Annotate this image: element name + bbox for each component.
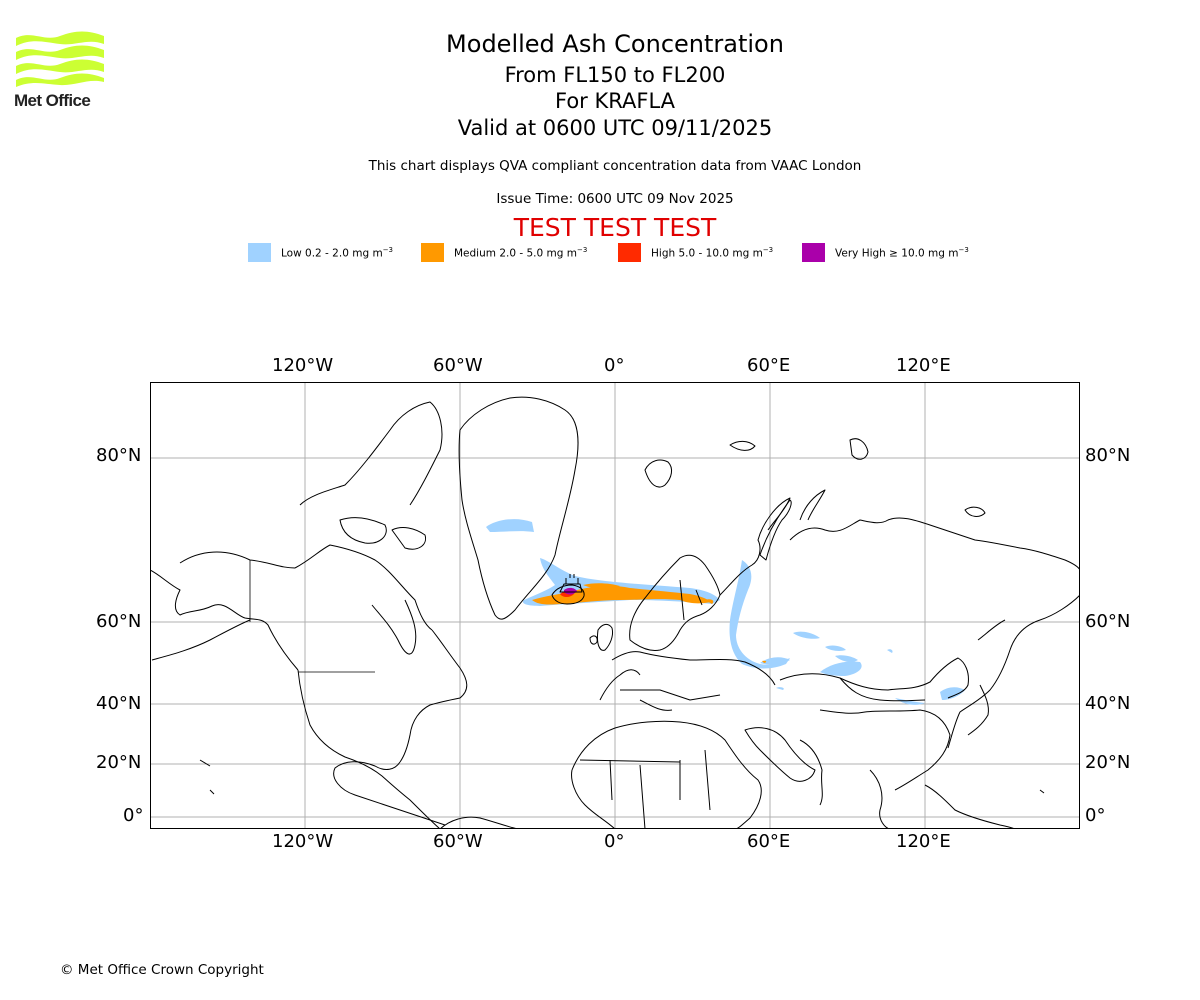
x-tick-top-120e: 120°E bbox=[896, 355, 951, 376]
flight-levels: From FL150 to FL200 bbox=[504, 63, 726, 87]
legend-item-medium: Medium 2.0 - 5.0 mg m−3 bbox=[421, 243, 587, 262]
volcano-name: For KRAFLA bbox=[555, 89, 675, 113]
y-tick-left-0: 0° bbox=[123, 805, 144, 826]
legend-label-medium: Medium 2.0 - 5.0 mg m bbox=[454, 247, 577, 260]
x-tick-top-60w: 60°W bbox=[433, 355, 483, 376]
y-tick-left-20n: 20°N bbox=[96, 752, 142, 773]
gridlines bbox=[150, 382, 1080, 829]
x-tick-bottom-120e: 120°E bbox=[896, 831, 951, 852]
y-tick-left-40n: 40°N bbox=[96, 693, 142, 714]
y-tick-right-60n: 60°N bbox=[1085, 611, 1131, 632]
y-tick-left-80n: 80°N bbox=[96, 445, 142, 466]
x-tick-bottom-120w: 120°W bbox=[272, 831, 334, 852]
x-tick-top-60e: 60°E bbox=[747, 355, 791, 376]
chart-title: Modelled Ash Concentration bbox=[446, 30, 784, 58]
ash-concentration-map[interactable] bbox=[150, 382, 1080, 829]
legend-item-low: Low 0.2 - 2.0 mg m−3 bbox=[248, 243, 393, 262]
borders bbox=[249, 560, 375, 673]
y-tick-left-60n: 60°N bbox=[96, 611, 142, 632]
map-canvas bbox=[150, 382, 1080, 829]
legend-item-high: High 5.0 - 10.0 mg m−3 bbox=[618, 243, 773, 262]
y-tick-right-80n: 80°N bbox=[1085, 445, 1131, 466]
legend-label-high: High 5.0 - 10.0 mg m bbox=[651, 247, 763, 260]
y-tick-right-40n: 40°N bbox=[1085, 693, 1131, 714]
copyright: © Met Office Crown Copyright bbox=[60, 962, 264, 978]
legend-item-very-high: Very High ≥ 10.0 mg m−3 bbox=[802, 243, 969, 262]
x-tick-bottom-60w: 60°W bbox=[433, 831, 483, 852]
x-tick-bottom-0: 0° bbox=[604, 831, 625, 852]
ash-medium-layer bbox=[532, 583, 767, 663]
issue-time: Issue Time: 0600 UTC 09 Nov 2025 bbox=[496, 191, 734, 207]
x-tick-bottom-60e: 60°E bbox=[747, 831, 791, 852]
legend-swatch-medium bbox=[421, 243, 444, 262]
x-tick-top-0: 0° bbox=[604, 355, 625, 376]
test-banner: TEST TEST TEST bbox=[513, 213, 717, 242]
logo-text: Met Office bbox=[14, 91, 91, 110]
met-office-logo bbox=[14, 30, 106, 112]
valid-time: Valid at 0600 UTC 09/11/2025 bbox=[457, 116, 773, 140]
legend-swatch-low bbox=[248, 243, 271, 262]
met-office-waves-icon bbox=[16, 31, 104, 87]
x-tick-top-120w: 120°W bbox=[272, 355, 334, 376]
legend-swatch-high bbox=[618, 243, 641, 262]
map-frame bbox=[150, 382, 1080, 829]
chart-description: This chart displays QVA compliant concen… bbox=[368, 158, 862, 174]
y-tick-right-20n: 20°N bbox=[1085, 752, 1131, 773]
legend-swatch-very-high bbox=[802, 243, 825, 262]
ash-very-high-layer bbox=[564, 587, 577, 595]
coastlines bbox=[150, 396, 1080, 829]
legend-label-low: Low 0.2 - 2.0 mg m bbox=[281, 247, 383, 260]
y-tick-right-0: 0° bbox=[1085, 805, 1106, 826]
legend-label-very-high: Very High ≥ 10.0 mg m bbox=[835, 247, 959, 260]
